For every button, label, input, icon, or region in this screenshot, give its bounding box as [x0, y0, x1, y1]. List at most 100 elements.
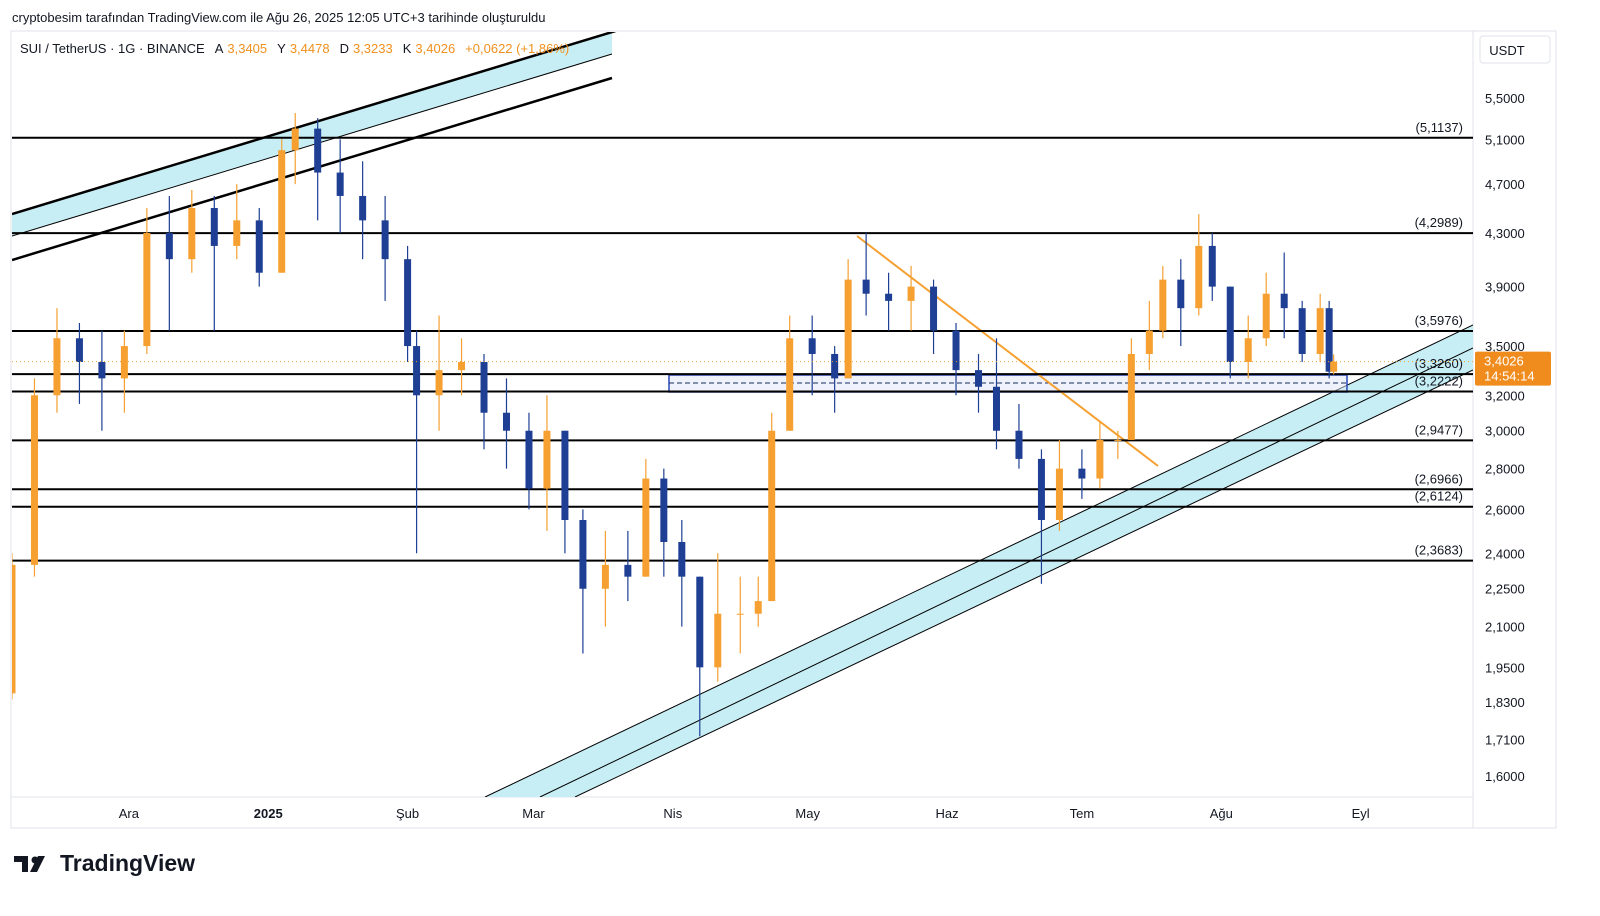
candle-body: [862, 279, 870, 294]
x-tick-label: Ağu: [1210, 806, 1233, 821]
trendline: [856, 235, 1159, 467]
level-label: (2,3683): [1415, 543, 1463, 558]
x-tick-label: Ara: [119, 806, 140, 821]
candle-body: [992, 386, 1000, 431]
y-tick-label: 3,5000: [1485, 339, 1525, 354]
y-tick-label: 5,5000: [1485, 91, 1525, 106]
currency-box[interactable]: [1479, 35, 1551, 64]
candle-body: [1280, 293, 1288, 309]
ohlc-key: A: [214, 41, 224, 56]
level-label: (3,2222): [1415, 373, 1463, 388]
candle-body: [165, 232, 173, 260]
countdown: 14:54:14: [1484, 369, 1535, 384]
channel-band: [12, 32, 612, 236]
channel-line: [12, 32, 617, 216]
level-label: (3,3260): [1415, 356, 1463, 371]
symbol: SUI / TetherUS · 1G · BINANCE: [20, 41, 205, 56]
y-tick-label: 1,6000: [1485, 769, 1525, 784]
candle-body: [624, 564, 632, 577]
level-label: (2,6124): [1415, 489, 1463, 504]
candle-body: [30, 395, 38, 565]
ohlc-value: 3,3233: [352, 41, 393, 56]
y-tick-label: 1,7100: [1485, 732, 1525, 747]
candle-body: [1195, 245, 1203, 309]
candle-body: [885, 293, 893, 301]
y-tick-label: 2,2500: [1485, 582, 1525, 597]
candle-body: [458, 361, 466, 371]
x-tick-label: Haz: [935, 806, 958, 821]
candle-body: [642, 478, 650, 577]
candle-body: [314, 128, 322, 173]
ohlc-key: K: [402, 41, 412, 56]
candle-body: [786, 338, 794, 431]
level-label: (4,2989): [1415, 215, 1463, 230]
candle-body: [952, 330, 960, 371]
candle-body: [1177, 279, 1185, 309]
candle-body: [143, 232, 151, 347]
candle-body: [12, 564, 16, 694]
candle-body: [768, 430, 776, 602]
candle-body: [480, 361, 488, 413]
x-tick-label: Nis: [663, 806, 682, 821]
ohlc-key: Y: [277, 41, 286, 56]
candle-body: [714, 613, 722, 668]
candle-body: [930, 286, 938, 331]
y-tick-label: 2,6000: [1485, 502, 1525, 517]
candle-body: [1159, 279, 1167, 331]
candle-body: [413, 346, 421, 396]
candle-body: [233, 220, 241, 246]
x-tick-label: May: [795, 806, 820, 821]
candle-body: [696, 576, 704, 668]
ohlc-key: D: [339, 41, 349, 56]
candle-body: [75, 338, 83, 362]
candle-body: [1145, 330, 1153, 354]
y-tick-label: 4,7000: [1485, 177, 1525, 192]
candle-body: [1114, 439, 1122, 441]
candle-body: [561, 430, 569, 520]
candle-body: [255, 220, 263, 273]
y-tick-label: 2,8000: [1485, 462, 1525, 477]
channel-line: [12, 76, 613, 262]
candle-body: [98, 361, 106, 379]
candle-body: [381, 220, 389, 260]
channel-line: [12, 53, 613, 237]
y-tick-label: 2,4000: [1485, 546, 1525, 561]
candle-body: [1037, 458, 1045, 520]
candle-body: [1298, 308, 1306, 354]
attribution: cryptobesim tarafından TradingView.com i…: [12, 10, 546, 25]
candle-body: [53, 338, 61, 396]
candle-body: [210, 208, 218, 246]
candle-body: [1244, 338, 1252, 362]
candle-body: [502, 412, 510, 431]
level-label: (3,5976): [1415, 313, 1463, 328]
candle-body: [1226, 286, 1234, 362]
candle-body: [359, 195, 367, 221]
logo[interactable]: TradingView: [14, 850, 195, 877]
y-tick-label: 1,8300: [1485, 695, 1525, 710]
candle-body: [435, 370, 443, 396]
y-tick-label: 2,1000: [1485, 620, 1525, 635]
ohlc-value: 3,3405: [227, 41, 268, 56]
candle-body: [844, 279, 852, 379]
legend: SUI / TetherUS · 1G · BINANCE A 3,3405 Y 3…: [20, 41, 575, 56]
candle-body: [1316, 308, 1324, 354]
currency: USDT: [1489, 43, 1524, 58]
level-label: (2,9477): [1415, 422, 1463, 437]
candle-body: [1055, 468, 1063, 520]
level-label: (5,1137): [1416, 120, 1463, 135]
candle-body: [754, 601, 762, 614]
x-tick-label: Mar: [522, 806, 545, 821]
change: +0,0622 (+1,86%): [465, 41, 570, 56]
ohlc-value: 3,4026: [415, 41, 456, 56]
candle-body: [1127, 353, 1135, 440]
y-tick-label: 4,3000: [1485, 226, 1525, 241]
candle-body: [601, 564, 609, 589]
x-tick-label: 2025: [254, 806, 283, 821]
candle-body: [975, 370, 983, 387]
candle-body: [1208, 245, 1216, 287]
candle-body: [1096, 439, 1104, 479]
x-tick-label: Tem: [1070, 806, 1095, 821]
last-price-box: [1475, 351, 1551, 386]
